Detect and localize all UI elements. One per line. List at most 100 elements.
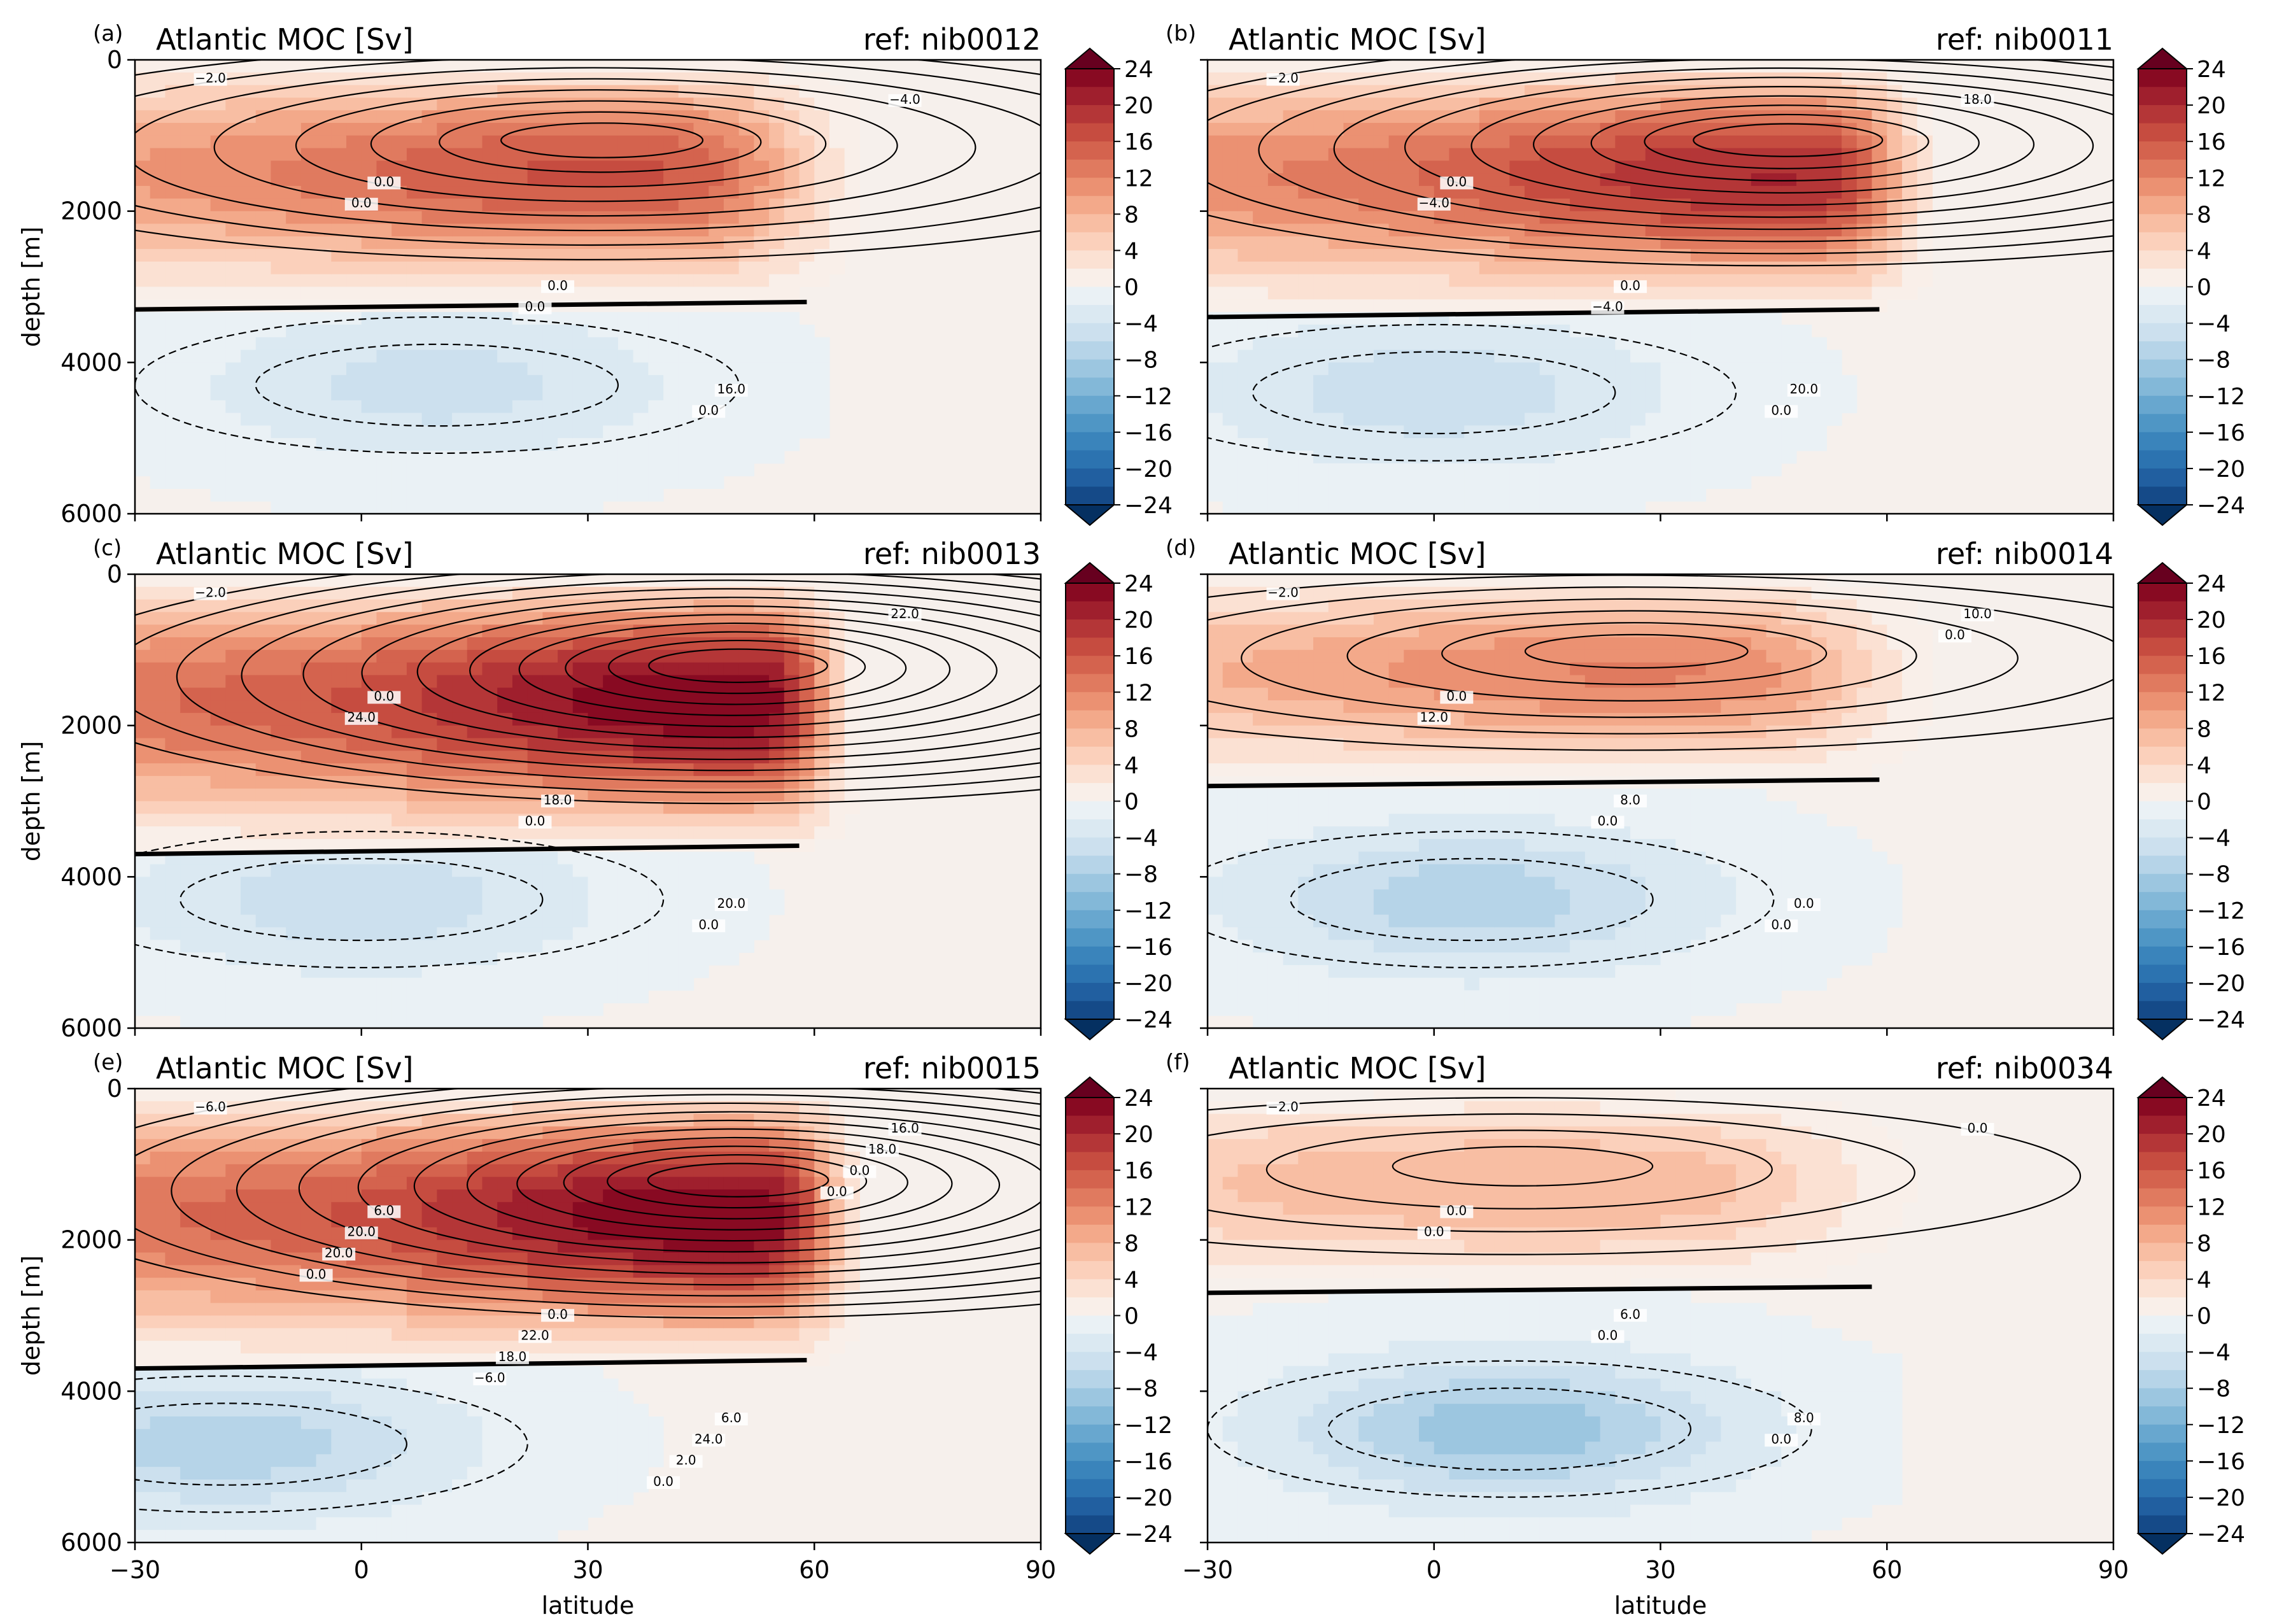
field-cell [1766,261,1782,275]
field-cell [754,877,770,890]
field-cell [497,625,513,638]
field-cell [255,186,272,199]
field-cell [225,148,241,162]
field-cell [286,675,302,688]
contour-label: −2.0 [1267,71,1299,86]
field-cell [1208,450,1223,464]
field-cell [135,261,151,275]
field-cell [286,814,302,827]
field-cell [617,814,634,827]
field-cell [497,400,513,414]
field-cell [437,712,453,726]
field-cell [1479,274,1495,288]
field-cell [1509,135,1525,149]
field-cell [814,186,830,199]
field-cell [844,763,860,777]
field-cell [467,425,483,439]
field-cell [512,574,528,588]
field-cell [1525,501,1540,514]
field-cell [135,877,151,890]
field-cell [1222,375,1239,388]
field-cell [1600,450,1616,464]
field-cell [512,889,528,903]
field-cell [678,463,694,477]
field-cell [225,814,241,827]
field-cell [286,725,302,739]
field-cell [467,851,483,865]
field-cell [421,223,437,237]
field-cell [391,110,407,124]
field-cell [452,927,468,940]
field-cell [754,362,770,376]
field-cell [1796,85,1812,99]
field-cell [331,400,347,414]
field-cell [1811,236,1827,250]
field-cell [1419,135,1435,149]
field-cell [754,425,770,439]
field-cell [1283,249,1299,262]
field-cell [1208,60,1223,73]
field-cell [1539,450,1556,464]
field-cell [572,851,589,865]
field-cell [437,501,453,514]
field-cell [542,438,558,451]
field-cell [1705,249,1721,262]
field-cell [784,324,800,338]
field-cell [210,488,226,502]
field-cell [135,952,151,966]
field-cell [286,211,302,225]
field-cell [1449,148,1465,162]
field-cell [633,400,649,414]
field-cell [1675,135,1691,149]
field-cell [286,400,302,414]
field-cell [195,763,211,777]
field-cell [210,223,226,237]
field-cell [1645,286,1661,300]
field-cell [814,826,830,840]
field-cell [1796,362,1812,376]
field-cell [361,952,377,966]
field-cell [1494,450,1510,464]
field-cell [603,211,619,225]
field-cell [1570,286,1586,300]
field-cell [406,964,423,978]
field-cell [391,914,407,928]
field-cell [271,801,286,814]
field-cell [482,211,498,225]
field-cell [150,914,166,928]
field-cell [1615,135,1631,149]
field-cell [1781,337,1797,351]
field-cell [421,362,437,376]
colorbar-tick-label: 20 [2197,93,2226,119]
field-cell [195,877,211,890]
field-cell [1539,362,1556,376]
field-cell [663,375,679,388]
colorbar-band [2138,232,2187,251]
field-cell [467,211,483,225]
field-cell [467,990,483,1003]
field-cell [1525,110,1540,124]
field-cell [617,249,634,262]
field-cell [1570,249,1586,262]
field-cell [617,274,634,288]
field-cell [648,135,664,149]
field-cell [693,223,709,237]
field-cell [1267,400,1284,414]
field-cell [391,1015,407,1028]
field-cell [1675,110,1691,124]
field-cell [421,1003,437,1016]
field-cell [1539,223,1556,237]
field-cell [467,375,483,388]
field-cell [769,135,785,149]
field-cell [1509,362,1525,376]
field-cell [572,662,589,676]
field-cell [391,738,407,751]
field-cell [1419,438,1435,451]
field-cell [255,586,272,600]
field-cell [316,586,332,600]
field-cell [376,751,392,764]
field-cell [588,637,603,651]
field-cell [210,425,226,439]
field-cell [300,788,317,802]
field-cell [1222,148,1239,162]
